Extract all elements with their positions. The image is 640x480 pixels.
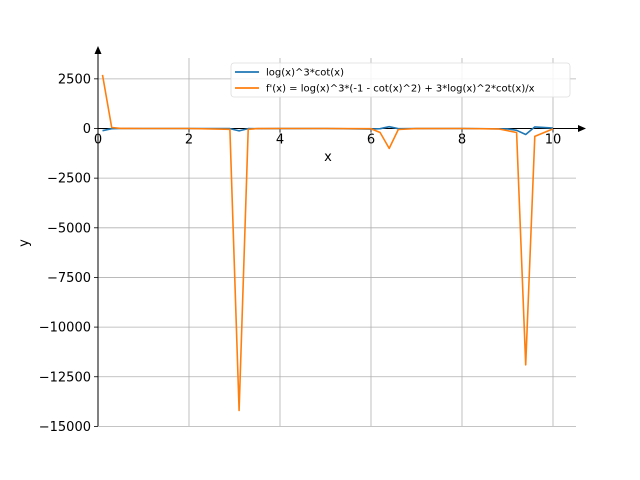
x-tick-label: 6 xyxy=(367,133,375,148)
x-tick-label: 0 xyxy=(94,133,102,148)
y-tick-label: −2500 xyxy=(47,172,91,187)
y-tick-label: −7500 xyxy=(47,271,91,286)
x-axis-label: x xyxy=(324,150,332,165)
x-tick-label: 2 xyxy=(185,133,193,148)
x-tick-label: 10 xyxy=(545,133,562,148)
axes xyxy=(94,46,586,426)
legend: log(x)^3*cot(x) f'(x) = log(x)^3*(-1 - co… xyxy=(230,62,571,98)
y-tick-label: −15000 xyxy=(39,420,91,435)
y-tick-label: −5000 xyxy=(47,221,91,236)
y-tick-label: 2500 xyxy=(58,72,91,87)
x-tick-label: 4 xyxy=(276,133,284,148)
y-tick-label: −12500 xyxy=(39,370,91,385)
legend-label-1: log(x)^3*cot(x) xyxy=(266,68,344,79)
y-axis-arrow xyxy=(94,46,102,54)
x-tick-label: 8 xyxy=(458,133,466,148)
grid xyxy=(98,58,576,427)
series-lines xyxy=(101,74,554,412)
y-tick-label: −10000 xyxy=(39,321,91,336)
y-tick-label: 0 xyxy=(83,122,91,137)
y-axis-label: y xyxy=(17,239,32,247)
series-line-2 xyxy=(101,74,554,412)
legend-box xyxy=(230,62,571,98)
ticks: 0 2 4 6 8 10 2500 0 −2500 −5000 −7500 −10000 −12500 −… xyxy=(39,72,562,435)
x-axis-arrow xyxy=(578,125,586,132)
legend-label-2: f'(x) = log(x)^3*(-1 - cot(x)^2) + 3*log… xyxy=(266,84,535,95)
